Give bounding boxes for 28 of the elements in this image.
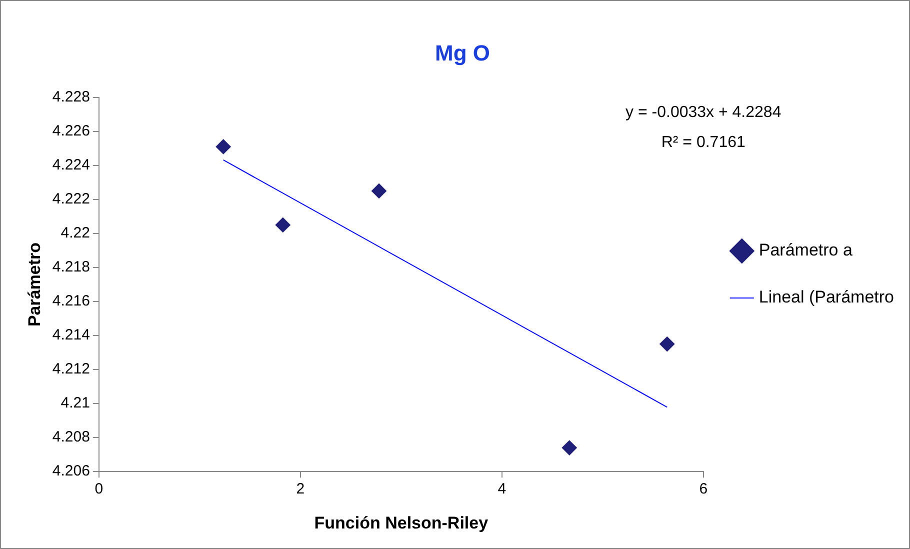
y-tick-label: 4.208 <box>52 428 90 446</box>
y-tick-label: 4.216 <box>52 292 90 310</box>
legend-label: Parámetro a <box>758 240 853 260</box>
x-axis-title: Función Nelson-Riley <box>314 513 489 532</box>
y-tick-label: 4.22 <box>60 224 90 242</box>
y-tick-label: 4.214 <box>52 326 90 344</box>
x-tick-label: 6 <box>699 480 708 498</box>
y-tick-label: 4.21 <box>60 394 90 412</box>
x-tick-label: 0 <box>94 480 104 498</box>
y-tick-label: 4.206 <box>52 462 90 480</box>
x-tick-label: 2 <box>296 480 305 498</box>
point <box>275 217 290 232</box>
chart-title: Mg O <box>435 40 490 66</box>
annotation: R² = 0.7161 <box>661 134 746 151</box>
point <box>371 183 386 198</box>
y-tick-label: 4.222 <box>52 190 90 208</box>
y-tick-label: 4.226 <box>52 122 90 140</box>
y-tick-label: 4.224 <box>52 156 90 174</box>
point <box>562 440 577 456</box>
x-tick-label: 4 <box>498 480 506 498</box>
y-tick-label: 4.228 <box>52 88 90 106</box>
point <box>216 139 231 154</box>
annotation: y = -0.0033x + 4.2284 <box>626 104 782 121</box>
y-axis-title: Parámetro <box>24 242 44 327</box>
point <box>660 336 675 352</box>
legend-label: Lineal (Parámetro <box>758 288 894 307</box>
y-tick-label: 4.212 <box>52 360 90 378</box>
y-tick-label: 4.218 <box>52 258 90 276</box>
